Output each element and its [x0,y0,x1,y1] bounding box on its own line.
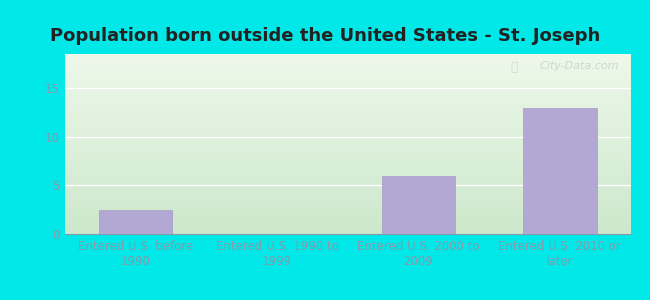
Bar [382,176,455,234]
Text: ⓘ: ⓘ [510,61,517,74]
Text: City-Data.com: City-Data.com [540,61,619,71]
Bar [99,210,172,234]
Bar [523,107,597,234]
Text: Population born outside the United States - St. Joseph: Population born outside the United State… [50,27,600,45]
